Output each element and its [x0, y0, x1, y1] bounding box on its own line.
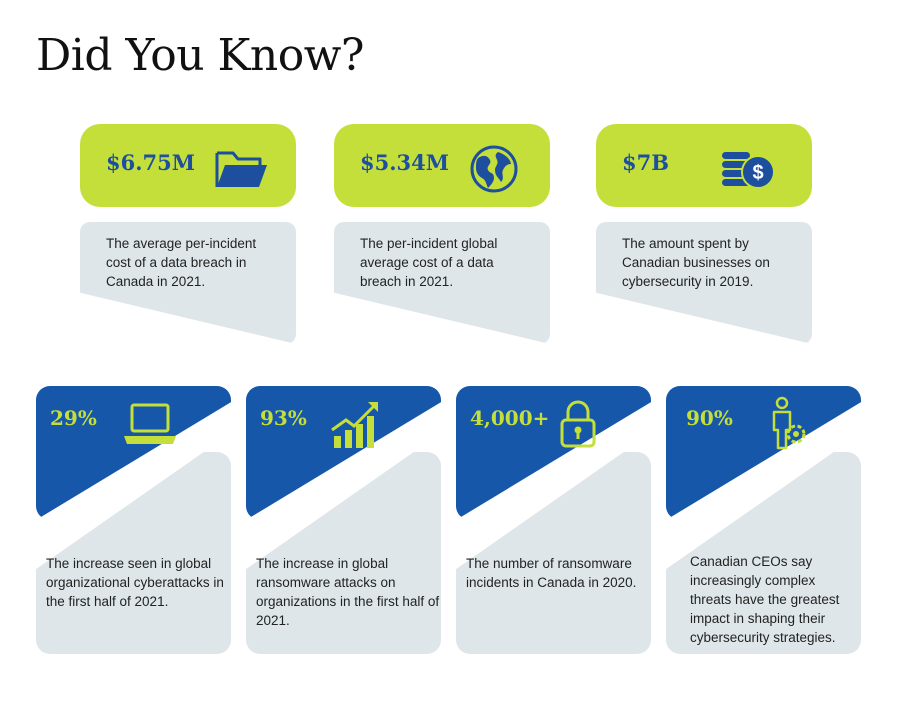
stat-description: The number of ransomware incidents in Ca… [466, 556, 637, 590]
stat-description: The amount spent by Canadian businesses … [622, 236, 770, 289]
stat-description: The increase in global ransomware attack… [256, 556, 440, 628]
laptop-icon [124, 403, 176, 444]
person-gear-icon [772, 396, 806, 450]
stat-card-data-breach-canada: The average per-incident cost of a data … [80, 124, 300, 344]
svg-text:$: $ [752, 162, 763, 184]
stat-value: 4,000+ [470, 406, 550, 430]
stat-card-ransomware-incidents: 4,000+ The number of ransomware incident… [456, 386, 656, 656]
stat-description: The average per-incident cost of a data … [106, 236, 257, 289]
padlock-icon [560, 400, 596, 448]
stat-value: $5.34M [360, 150, 450, 175]
stat-value: $7B [622, 150, 669, 175]
folder-icon [215, 151, 267, 187]
growth-chart-icon [331, 402, 378, 448]
stat-value: 93% [260, 406, 307, 430]
stat-description: The increase seen in global organization… [46, 556, 224, 609]
stat-value: 29% [50, 406, 97, 430]
stat-card-spending: The amount spent by Canadian businesses … [596, 124, 816, 344]
page-title: Did You Know? [36, 30, 365, 81]
stat-card-cyberattacks: 29% The increase seen in global organiza… [36, 386, 236, 656]
stat-description: The per-incident global average cost of … [360, 236, 498, 289]
coins-dollar-icon: $ [722, 152, 775, 189]
stat-description: Canadian CEOs say increasingly complex t… [690, 554, 840, 645]
globe-icon [470, 145, 518, 193]
stat-card-ransomware-attacks: 93% The increase in global ransomware at… [246, 386, 446, 656]
stat-value: $6.75M [106, 150, 196, 175]
stat-pill [596, 124, 812, 207]
stat-card-global-breach: The per-incident global average cost of … [334, 124, 554, 344]
stat-card-ceo-survey: 90% Canadian CEOs say increasingly compl… [666, 386, 866, 656]
stat-value: 90% [686, 406, 733, 430]
